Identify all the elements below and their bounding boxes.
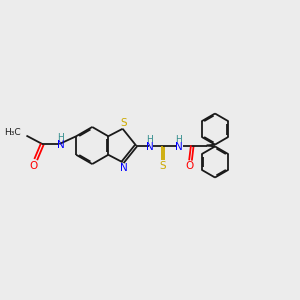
Text: N: N: [146, 142, 154, 152]
Text: H₃C: H₃C: [4, 128, 21, 137]
Text: O: O: [30, 160, 38, 170]
Text: H: H: [175, 135, 182, 144]
Text: H: H: [57, 133, 64, 142]
Text: N: N: [57, 140, 64, 150]
Text: H: H: [146, 135, 153, 144]
Text: N: N: [175, 142, 182, 152]
Text: N: N: [120, 163, 128, 172]
Text: S: S: [121, 118, 127, 128]
Text: O: O: [185, 161, 194, 171]
Text: S: S: [160, 161, 166, 171]
